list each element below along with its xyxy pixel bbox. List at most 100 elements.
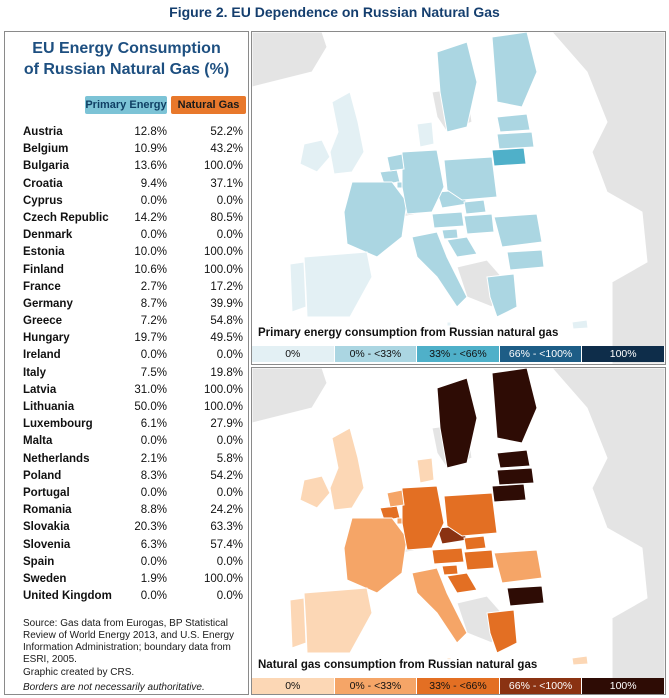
natural-gas-map-country-italy [411,567,468,644]
natural-gas-map-caption: Natural gas consumption from Russian nat… [256,659,540,671]
table-row: Italy 7.5% 19.8% [23,365,245,382]
table-row: Bulgaria 13.6% 100.0% [23,158,245,175]
natural-gas-map-non-eu-land [551,368,665,694]
country-name: Spain [23,555,55,568]
primary-energy-value: 31.0% [134,383,167,396]
table-row: Estonia 10.0% 100.0% [23,244,245,261]
column-header-primary-energy: Primary Energy [85,96,167,114]
primary-energy-value: 19.7% [134,332,167,345]
primary-energy-map-country-luxembourg [396,181,403,189]
primary-energy-value: 0.0% [140,555,167,568]
natural-gas-map-country-luxembourg [396,517,403,525]
country-name: Malta [23,435,53,448]
primary-energy-legend-item: 0% [252,346,335,362]
primary-energy-value: 7.2% [140,315,167,328]
natural-gas-value: 54.8% [210,315,243,328]
natural-gas-value: 0.0% [216,486,243,499]
table-row: Hungary 19.7% 49.5% [23,330,245,347]
natural-gas-value: 100.0% [203,383,243,396]
primary-energy-value: 13.6% [134,160,167,173]
country-name: Hungary [23,332,70,345]
natural-gas-legend: 0% 0% - <33% 33% - <66% 66% - <100% 100% [252,678,665,694]
primary-energy-value: 9.4% [140,177,167,190]
primary-energy-map-country-united-kingdom [329,91,365,175]
table-title-line1: EU Energy Consumption [32,40,221,57]
primary-energy-map-country-croatia [446,236,478,258]
natural-gas-value: 54.2% [210,469,243,482]
natural-gas-map-country-denmark [416,457,435,484]
natural-gas-map-country-ireland [299,475,331,509]
country-name: Romania [23,504,72,517]
natural-gas-map-country-latvia [496,467,535,486]
primary-energy-map-country-malta [446,321,452,327]
primary-energy-map-country-cyprus [571,319,589,330]
primary-energy-map: Primary energy consumption from Russian … [251,31,666,365]
table-row: Lithuania 50.0% 100.0% [23,399,245,416]
natural-gas-map-country-finland [491,368,538,444]
country-name: Portugal [23,486,70,499]
natural-gas-value: 5.8% [216,452,243,465]
natural-gas-value: 100.0% [203,246,243,259]
table-row: Finland 10.6% 100.0% [23,262,245,279]
natural-gas-map-country-croatia [446,572,478,594]
primary-energy-legend-item: 0% - <33% [334,346,418,362]
table-row: Slovenia 6.3% 57.4% [23,537,245,554]
country-name: Czech Republic [23,211,109,224]
natural-gas-legend-item: 66% - <100% [499,678,583,694]
natural-gas-value: 24.2% [210,504,243,517]
primary-energy-value: 2.1% [140,452,167,465]
primary-energy-value: 6.1% [140,418,167,431]
natural-gas-map: Natural gas consumption from Russian nat… [251,367,666,695]
natural-gas-value: 0.0% [216,229,243,242]
primary-energy-map-country-portugal [289,261,307,313]
primary-energy-map-country-austria [431,211,465,229]
primary-energy-value: 0.0% [140,435,167,448]
natural-gas-map-country-slovakia [463,535,487,551]
source-note: Source: Gas data from Eurogas, BP Statis… [23,618,235,665]
primary-energy-value: 20.3% [134,521,167,534]
natural-gas-value: 0.0% [216,590,243,603]
primary-energy-value: 2.7% [140,280,167,293]
natural-gas-value: 100.0% [203,401,243,413]
natural-gas-map-country-united-kingdom [329,427,365,511]
natural-gas-map-country-france [343,517,408,594]
country-name: Austria [23,126,63,138]
natural-gas-value: 19.8% [210,366,243,379]
table-row: Denmark 0.0% 0.0% [23,227,245,244]
natural-gas-map-country-greece [486,609,518,654]
country-name: United Kingdom [23,590,112,603]
table-row: Sweden 1.9% 100.0% [23,571,245,588]
country-name: Slovakia [23,521,70,534]
country-name: Denmark [23,229,73,242]
table-row: Latvia 31.0% 100.0% [23,382,245,399]
table-title-line2: of Russian Natural Gas (%) [23,61,230,78]
primary-energy-value: 10.9% [134,143,167,156]
natural-gas-map-country-romania [493,549,543,584]
table-row: Belgium 10.9% 43.2% [23,141,245,158]
primary-energy-map-graphic [252,32,665,364]
table-row: Ireland 0.0% 0.0% [23,347,245,364]
natural-gas-map-graphic [252,368,665,694]
natural-gas-legend-item: 0% [252,678,335,694]
primary-energy-map-country-latvia [496,131,535,150]
primary-energy-map-country-greece [486,273,518,318]
primary-energy-map-country-finland [491,32,538,108]
natural-gas-map-country-slovenia [441,564,459,576]
primary-energy-map-country-ireland [299,139,331,173]
natural-gas-map-country-hungary [463,549,495,571]
primary-energy-value: 1.9% [140,572,167,585]
border-disclaimer: Borders are not necessarily authoritativ… [23,682,205,693]
primary-energy-map-country-romania [493,213,543,248]
natural-gas-value: 43.2% [210,143,243,156]
country-name: Estonia [23,246,65,259]
natural-gas-value: 100.0% [203,263,243,276]
primary-energy-value: 8.7% [140,297,167,310]
natural-gas-value: 0.0% [216,194,243,207]
primary-energy-value: 6.3% [140,538,167,551]
primary-energy-map-country-denmark [416,121,435,148]
primary-energy-value: 12.8% [134,126,167,138]
natural-gas-map-country-spain [303,587,373,654]
country-name: Ireland [23,349,61,362]
natural-gas-legend-item: 100% [582,678,665,694]
natural-gas-map-country-lithuania [491,483,527,503]
